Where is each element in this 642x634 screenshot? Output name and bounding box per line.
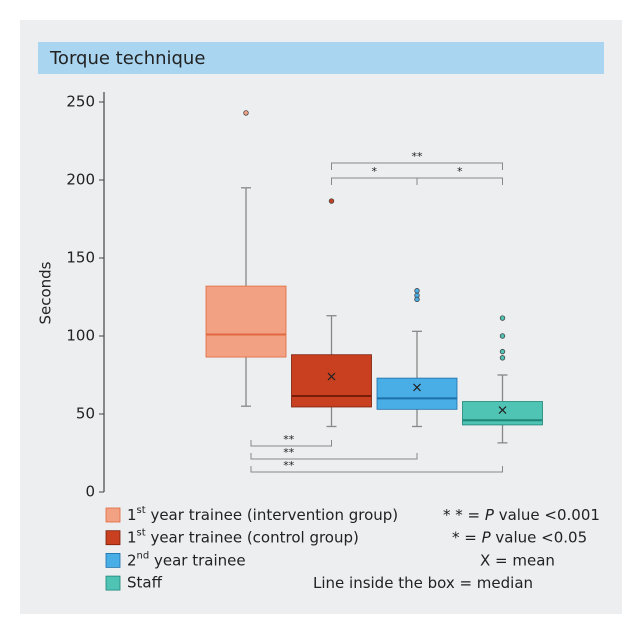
legend-note: * = P value <0.05 — [452, 528, 587, 546]
legend-label: Staff — [127, 574, 163, 592]
legend-label: 1st year trainee (intervention group) — [127, 505, 398, 524]
bracket-label: * — [372, 165, 378, 178]
card — [20, 20, 622, 614]
legend-text: year trainee — [149, 551, 245, 569]
note-italic: P — [485, 506, 495, 524]
outlier — [414, 296, 420, 303]
mean-marker — [413, 383, 421, 392]
bracket-label: ** — [283, 459, 295, 472]
legend-label: 2nd year trainee — [127, 550, 246, 569]
legend-label: 1st year trainee (control group) — [127, 528, 359, 547]
chart-title: Torque technique — [49, 48, 205, 69]
bracket-label: * — [457, 165, 463, 178]
y-tick-label: 100 — [66, 327, 95, 345]
bracket — [250, 440, 332, 447]
bracket-label: ** — [283, 433, 295, 446]
note-prefix: X = mean — [480, 551, 555, 569]
bracket — [250, 466, 503, 473]
note-prefix: Line inside the box = median — [313, 574, 533, 592]
outlier — [328, 198, 335, 204]
legend-swatch — [105, 530, 121, 546]
note-italic: P — [482, 528, 492, 546]
outlier — [243, 110, 249, 116]
bracket — [250, 453, 418, 460]
y-tick-label: 150 — [66, 249, 95, 267]
note-text: value <0.001 — [494, 506, 600, 524]
mean-marker — [498, 406, 507, 415]
outlier — [499, 333, 506, 339]
legend-swatch — [105, 507, 121, 523]
y-axis-label: Seconds — [37, 261, 55, 324]
y-tick-label: 0 — [85, 483, 95, 501]
legend-text: 1 — [127, 528, 137, 546]
outlier — [499, 315, 506, 321]
legend-text: 1 — [127, 506, 137, 524]
legend-note: * * = P value <0.001 — [443, 506, 600, 524]
outlier — [414, 288, 420, 294]
bracket-label: ** — [412, 150, 424, 163]
legend-sup: st — [137, 528, 146, 539]
legend-note: Line inside the box = median — [313, 574, 533, 592]
bracket-label: ** — [283, 446, 295, 459]
y-tick-label: 200 — [66, 171, 95, 189]
box — [462, 401, 543, 426]
outlier — [499, 355, 506, 361]
bracket — [331, 162, 503, 170]
mean-marker — [327, 372, 336, 381]
outlier — [499, 348, 506, 355]
legend-sup: st — [137, 505, 146, 516]
legend-text: year trainee (intervention group) — [146, 506, 398, 524]
bracket — [416, 177, 503, 185]
legend-text: 2 — [127, 551, 137, 569]
legend-text: year trainee (control group) — [146, 528, 359, 546]
box — [205, 285, 287, 358]
box — [291, 354, 372, 408]
y-tick-label: 250 — [66, 93, 95, 111]
box — [376, 377, 458, 410]
note-prefix: * * = — [443, 506, 485, 524]
header-band — [38, 42, 604, 74]
note-text: value <0.05 — [491, 528, 587, 546]
legend-swatch — [105, 575, 121, 591]
legend-sup: nd — [137, 550, 150, 561]
legend-swatch — [105, 553, 121, 568]
note-prefix: * = — [452, 528, 482, 546]
legend-note: X = mean — [480, 551, 555, 569]
y-tick-label: 50 — [76, 405, 95, 423]
